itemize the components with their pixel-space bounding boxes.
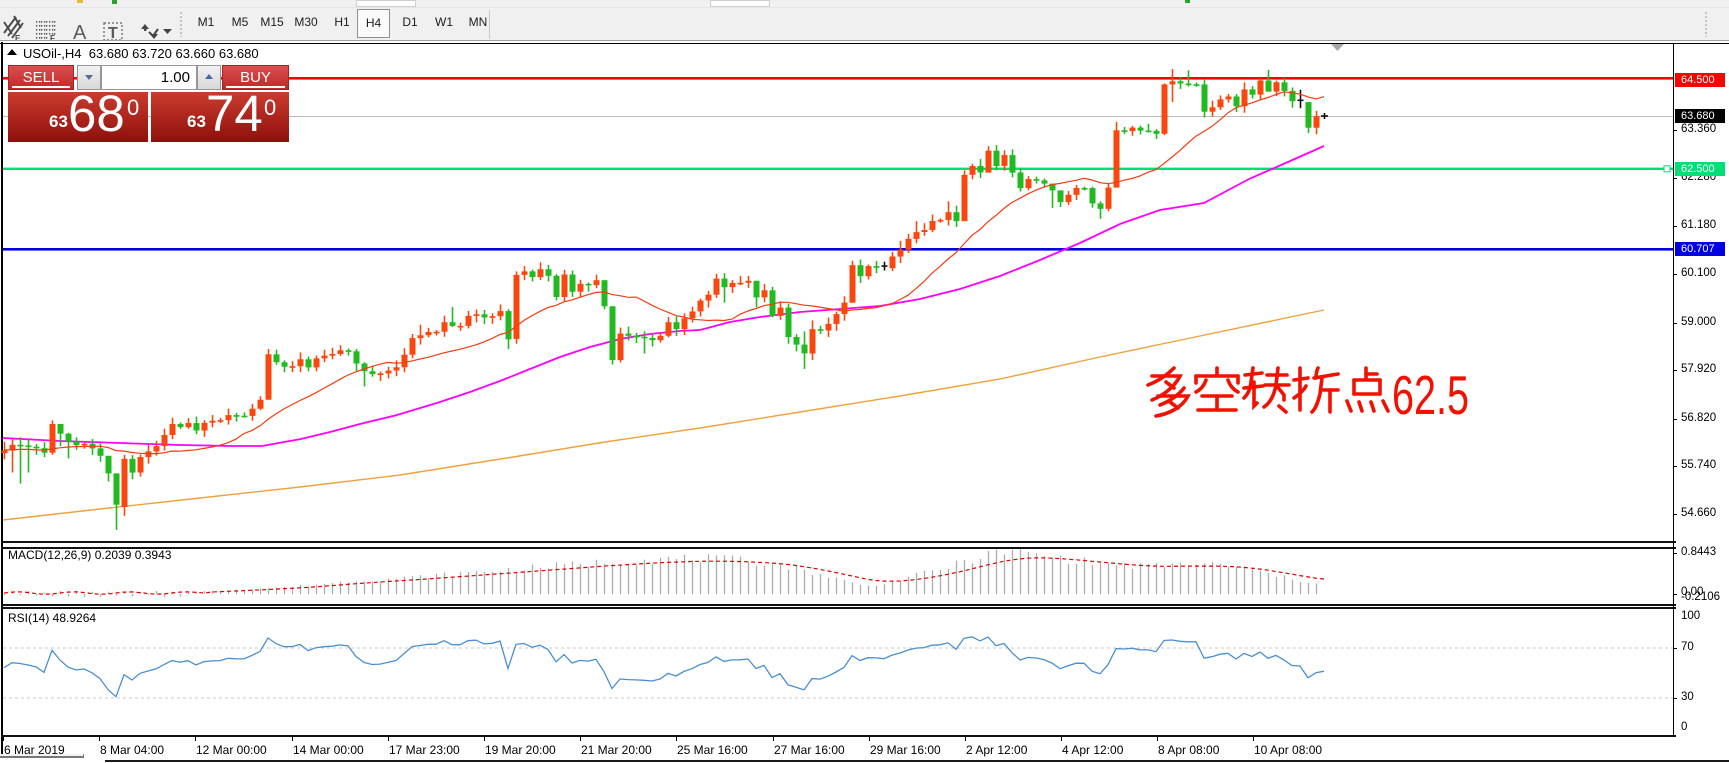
svg-text:T: T — [108, 25, 118, 40]
svg-text:A: A — [73, 22, 87, 40]
svg-text:62.5: 62.5 — [1392, 366, 1469, 427]
svg-text:F: F — [50, 34, 55, 40]
svg-text:E: E — [15, 34, 21, 40]
